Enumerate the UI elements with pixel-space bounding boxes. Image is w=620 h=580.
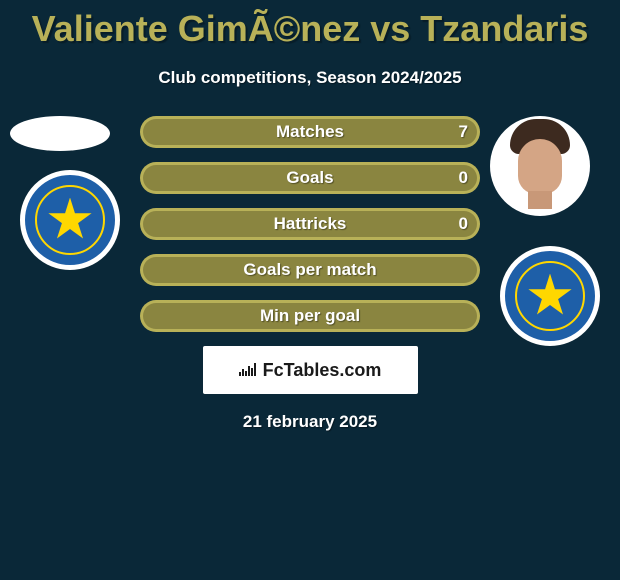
logo-tables: Tables: [284, 360, 340, 381]
logo-box: FcTables.com: [203, 346, 418, 394]
stat-label: Min per goal: [260, 306, 360, 326]
stat-bar-matches: Matches 7: [140, 116, 480, 148]
stat-value: 0: [459, 214, 468, 234]
stat-bar-goals: Goals 0: [140, 162, 480, 194]
player-face-icon: [500, 119, 580, 209]
stat-label: Matches: [276, 122, 344, 142]
logo-dotcom: .com: [339, 360, 381, 381]
stat-label: Goals per match: [243, 260, 376, 280]
page-title: Valiente GimÃ©nez vs Tzandaris: [0, 0, 620, 50]
stat-bar-goals-per-match: Goals per match: [140, 254, 480, 286]
stat-label: Goals: [286, 168, 333, 188]
stat-value: 7: [459, 122, 468, 142]
player-left-avatar: [10, 116, 110, 151]
logo-text: FcTables.com: [239, 360, 382, 381]
star-icon: [48, 198, 93, 243]
date-text: 21 february 2025: [0, 412, 620, 432]
stat-bars: Matches 7 Goals 0 Hattricks 0 Goals per …: [140, 116, 480, 332]
stat-value: 0: [459, 168, 468, 188]
star-icon: [528, 274, 573, 319]
player-right-avatar: [490, 116, 590, 216]
stat-bar-min-per-goal: Min per goal: [140, 300, 480, 332]
logo-fc: Fc: [263, 360, 284, 381]
club-badge-left: [20, 170, 120, 270]
subtitle: Club competitions, Season 2024/2025: [0, 68, 620, 88]
stat-label: Hattricks: [274, 214, 347, 234]
chart-icon: [239, 362, 259, 378]
stat-bar-hattricks: Hattricks 0: [140, 208, 480, 240]
club-badge-right: [500, 246, 600, 346]
main-content: Matches 7 Goals 0 Hattricks 0 Goals per …: [0, 116, 620, 432]
